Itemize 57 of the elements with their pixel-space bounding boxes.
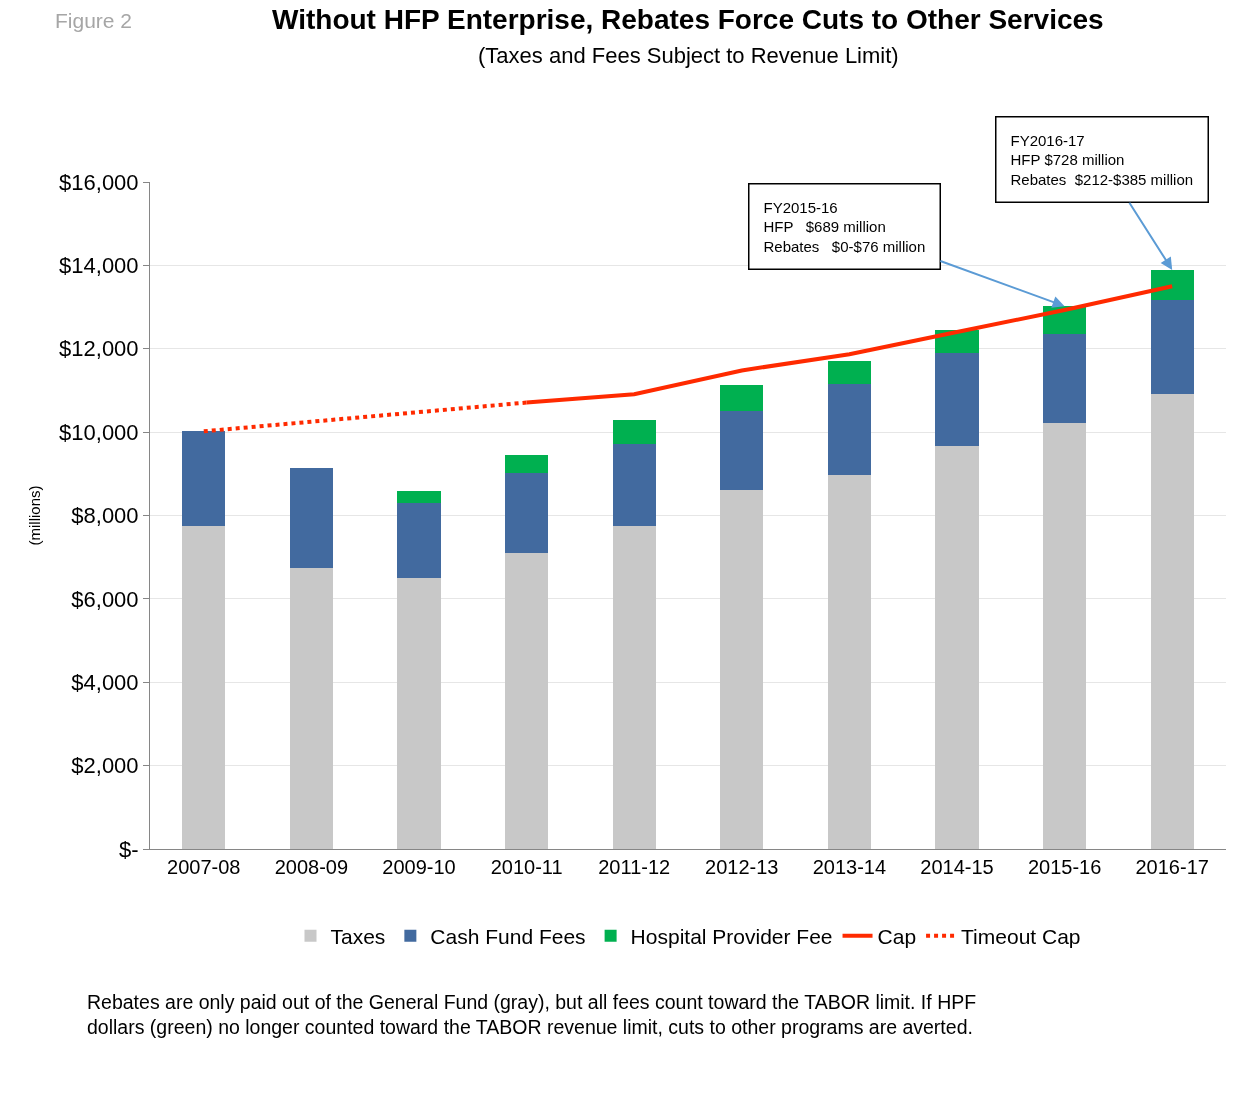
x-tick-label: 2008-09 <box>274 856 349 878</box>
legend-label: Cash Fund Fees <box>430 925 586 949</box>
bar <box>505 553 549 849</box>
y-tick-label: $14,000 <box>59 253 139 279</box>
x-tick-label: 2013-14 <box>812 856 887 878</box>
bar <box>1150 299 1194 395</box>
x-tick-label: 2009-10 <box>382 856 456 878</box>
y-tick-label: $6,000 <box>71 586 139 612</box>
bar <box>397 578 441 849</box>
chart-title: Without HFP Enterprise, Rebates Force Cuts to Other Services <box>272 4 1104 35</box>
annotation: FY2016-17 HFP $728 million Rebates $212-$385 million <box>1010 131 1194 188</box>
bar <box>289 567 333 849</box>
legend-label: Cap <box>877 925 917 949</box>
bar <box>827 474 871 849</box>
bar <box>827 384 871 475</box>
x-tick-label: 2010-11 <box>490 856 563 878</box>
bar <box>505 473 549 554</box>
bar <box>397 491 441 504</box>
y-tick-label: $16,000 <box>59 169 139 195</box>
x-tick-label: 2015-16 <box>1027 856 1102 878</box>
text: Rebates are only paid out of the General Fund (gray), but all fees count toward the TABOR limit. If HPF dollars (green) no longer counted toward the TABOR revenue limit, cuts to other programs are averted. <box>87 991 977 1039</box>
caption: Figure 2 <box>55 9 133 32</box>
bar <box>720 490 764 849</box>
legend-label: Timeout Cap <box>961 925 1081 949</box>
bar <box>935 353 979 447</box>
bar <box>612 444 656 527</box>
bar <box>505 455 549 474</box>
bar <box>935 446 979 849</box>
x-tick-label: 2011-12 <box>598 856 671 878</box>
y-tick-label: $- <box>119 836 139 862</box>
x-tick-label: 2012-13 <box>705 856 779 878</box>
bar <box>397 503 441 579</box>
y-tick-label: $4,000 <box>71 669 139 695</box>
chart-subtitle: (Taxes and Fees Subject to Revenue Limit) <box>478 43 899 68</box>
x-tick-label: 2014-15 <box>920 856 994 878</box>
legend-label: Taxes <box>330 925 386 949</box>
bar <box>1150 394 1194 849</box>
bar <box>612 420 656 445</box>
y-tick-label: $8,000 <box>71 503 139 529</box>
bar <box>1150 269 1194 300</box>
bar <box>720 385 764 412</box>
y-tick-label: $12,000 <box>59 336 139 362</box>
bar <box>827 361 871 385</box>
y-axis-title: (millions) <box>26 485 44 546</box>
bar <box>612 526 656 849</box>
bar <box>1043 334 1087 423</box>
bar <box>182 525 226 849</box>
bar <box>1043 422 1087 849</box>
annotation: FY2015-16 HFP $689 million Rebates $0-$76 million <box>763 198 926 255</box>
y-tick-label: $2,000 <box>71 753 139 779</box>
y-tick-label: $10,000 <box>59 419 139 445</box>
bar <box>289 468 333 568</box>
x-tick-label: 2007-08 <box>167 856 241 878</box>
bar <box>182 431 226 526</box>
bar <box>720 411 764 491</box>
x-tick-label: 2016-17 <box>1135 856 1209 878</box>
legend-label: Hospital Provider Fee <box>630 925 833 949</box>
